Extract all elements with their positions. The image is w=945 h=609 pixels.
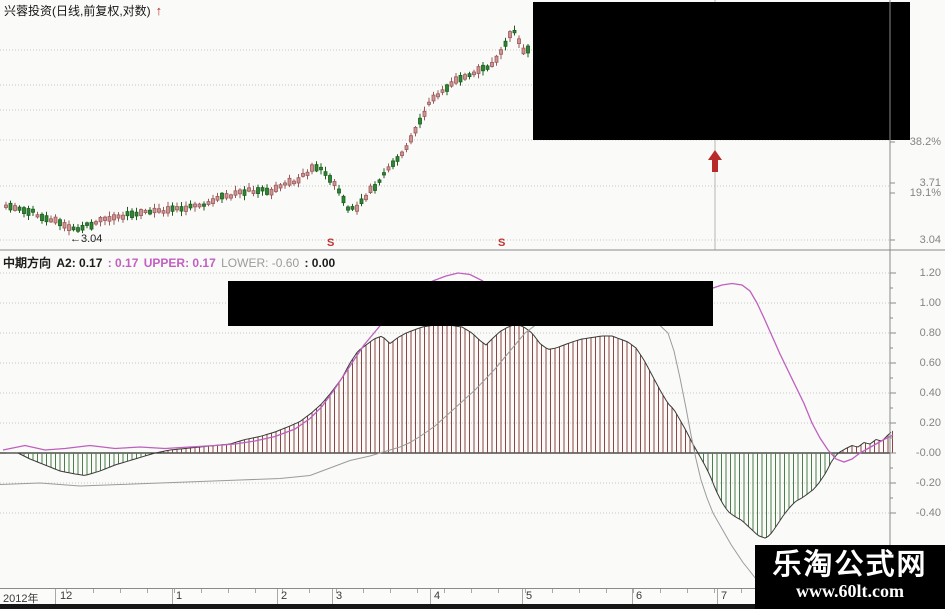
month-divider xyxy=(332,589,333,604)
week-tick xyxy=(336,589,337,593)
indicator-label-part: : 0.17 xyxy=(104,256,139,270)
price-axis-label: 19.1% xyxy=(909,187,941,199)
week-tick xyxy=(552,589,553,593)
indicator-label-part: 中期方向 xyxy=(3,256,52,270)
week-tick xyxy=(228,589,229,593)
trend-up-arrow-icon: ↑ xyxy=(155,3,163,18)
week-tick xyxy=(120,589,121,593)
week-tick xyxy=(282,589,283,593)
month-divider xyxy=(717,589,718,604)
week-tick xyxy=(660,589,661,593)
histogram-series xyxy=(19,324,893,538)
title-bar: 兴蓉投资(日线,前复权,对数) ↑ xyxy=(4,2,162,19)
week-tick xyxy=(633,589,634,593)
week-tick xyxy=(390,589,391,593)
stock-title: 兴蓉投资(日线,前复权,对数) xyxy=(4,4,151,18)
indicator-label-row: 中期方向 A2: 0.17 : 0.17 UPPER: 0.17 LOWER: … xyxy=(3,254,337,271)
indicator-label-part: A2: 0.17 xyxy=(53,256,103,270)
week-tick xyxy=(147,589,148,593)
indicator-label-part: LOWER: -0.60 xyxy=(217,256,300,270)
censor-box-indicator xyxy=(228,281,713,326)
price-right-axis: 38.2% 3.71 19.1% 3.04 xyxy=(890,0,945,250)
low-price-label: ←3.04 xyxy=(70,233,103,245)
price-axis-label: 38.2% xyxy=(909,136,941,148)
week-tick xyxy=(255,589,256,593)
week-tick xyxy=(201,589,202,593)
month-label: 4 xyxy=(434,590,441,602)
censor-box-price xyxy=(533,2,910,140)
week-tick xyxy=(66,589,67,593)
week-tick xyxy=(525,589,526,593)
week-tick xyxy=(174,589,175,593)
week-tick xyxy=(741,589,742,593)
month-label: 5 xyxy=(526,590,533,602)
indicator-axis-label: 0.60 xyxy=(919,357,941,369)
indicator-axis-label: 0.40 xyxy=(919,387,941,399)
indicator-axis-label: 1.00 xyxy=(919,297,941,309)
week-tick xyxy=(714,589,715,593)
indicator-axis-label: -0.40 xyxy=(915,507,941,519)
bottom-strip xyxy=(0,604,945,609)
month-divider xyxy=(632,589,633,604)
month-divider xyxy=(172,589,173,604)
month-label: 1 xyxy=(176,590,183,602)
month-divider xyxy=(277,589,278,604)
date-axis: 2012年 12 1 2 3 4 5 6 7 xyxy=(0,588,945,605)
indicator-axis-label: 0.80 xyxy=(919,327,941,339)
month-divider xyxy=(430,589,431,604)
gray-indicator-line xyxy=(0,317,757,580)
week-tick xyxy=(687,589,688,593)
week-tick xyxy=(417,589,418,593)
month-divider xyxy=(55,589,56,604)
indicator-axis-label: -0.00 xyxy=(915,447,941,459)
price-axis-label: 3.04 xyxy=(919,234,941,246)
week-tick xyxy=(309,589,310,593)
year-label: 2012年 xyxy=(3,593,39,605)
month-label: 3 xyxy=(336,590,343,602)
indicator-axis-label: 0.20 xyxy=(919,417,941,429)
indicator-label-part: : 0.00 xyxy=(301,256,336,270)
week-tick xyxy=(579,589,580,593)
week-tick xyxy=(471,589,472,593)
week-tick xyxy=(363,589,364,593)
indicator-axis-label: -0.20 xyxy=(915,477,941,489)
sell-mark: S xyxy=(498,237,506,249)
month-divider xyxy=(522,589,523,604)
sell-mark: S xyxy=(327,237,335,249)
week-tick xyxy=(606,589,607,593)
week-tick xyxy=(444,589,445,593)
month-label: 12 xyxy=(60,590,73,602)
indicator-right-axis: 1.20 1.00 0.80 0.60 0.40 0.20 -0.00 -0.20 -0.40 xyxy=(890,250,945,588)
event-up-arrow-icon xyxy=(708,150,722,172)
month-label: 2 xyxy=(281,590,288,602)
price-axis-label: 3.71 xyxy=(919,177,941,189)
week-tick xyxy=(498,589,499,593)
candlestick-series xyxy=(4,25,530,236)
envelope-line xyxy=(6,323,892,539)
watermark-site-url: www.60lt.com xyxy=(796,580,904,601)
indicator-axis-label: 1.20 xyxy=(919,267,941,279)
watermark-box: 乐淘公式网 www.60lt.com xyxy=(755,545,945,609)
month-label: 6 xyxy=(636,590,643,602)
month-label: 7 xyxy=(721,590,728,602)
week-tick xyxy=(93,589,94,593)
watermark-site-name: 乐淘公式网 xyxy=(772,549,928,581)
indicator-label-part: UPPER: 0.17 xyxy=(140,256,216,270)
